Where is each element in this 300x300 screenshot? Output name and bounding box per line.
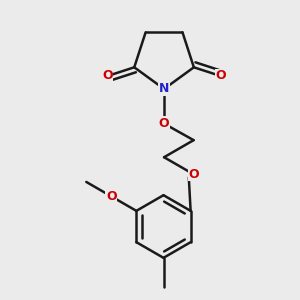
Text: O: O (106, 190, 117, 203)
Text: N: N (159, 82, 169, 95)
Text: O: O (215, 70, 226, 83)
Text: O: O (188, 168, 199, 181)
Text: O: O (159, 117, 170, 130)
Text: O: O (102, 70, 113, 83)
